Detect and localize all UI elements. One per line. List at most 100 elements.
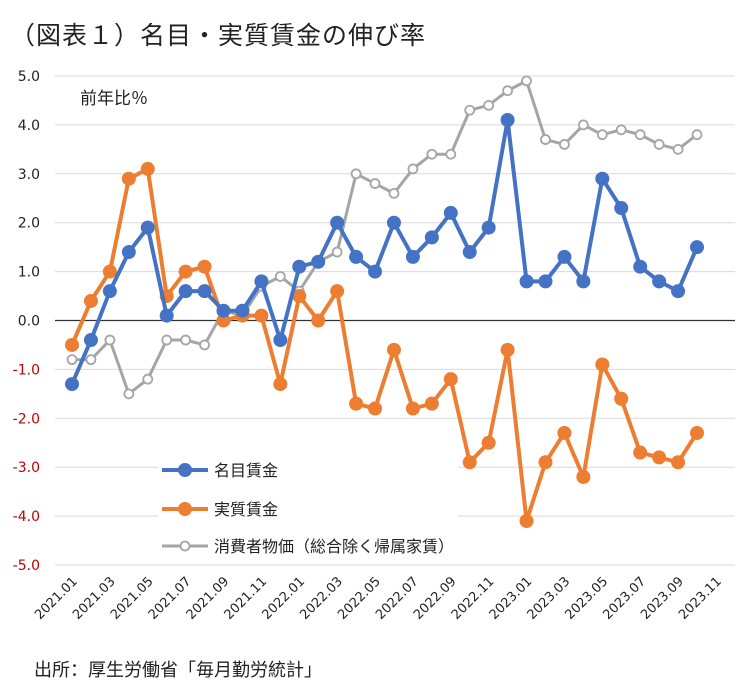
data-point — [216, 313, 231, 328]
data-point — [85, 354, 97, 366]
data-point — [330, 215, 345, 230]
data-point — [596, 129, 608, 141]
legend-label: 消費者物価（総合除く帰属家賃） — [214, 537, 454, 556]
chart-title: （図表１）名目・実質賃金の伸び率 — [10, 21, 427, 50]
data-point — [502, 85, 514, 97]
data-point — [405, 401, 420, 416]
data-point — [311, 254, 326, 269]
series-line — [72, 79, 698, 396]
y-tick-label: 0.0 — [18, 314, 40, 330]
data-point — [349, 249, 364, 264]
data-point — [445, 148, 457, 160]
data-point — [121, 245, 136, 260]
legend-item: 名目賃金 — [158, 458, 458, 482]
data-point — [519, 274, 534, 289]
data-point — [405, 249, 420, 264]
data-point — [577, 119, 589, 131]
data-point — [140, 161, 155, 176]
data-point — [540, 134, 551, 145]
series-0 — [65, 113, 704, 392]
data-point — [161, 334, 173, 346]
data-point — [424, 230, 439, 245]
data-point — [653, 139, 665, 150]
data-point — [671, 455, 686, 470]
data-point — [443, 372, 458, 387]
data-point — [331, 246, 343, 258]
data-point — [102, 284, 117, 299]
data-point — [538, 455, 553, 470]
y-tick-label: 5.0 — [18, 69, 40, 85]
data-point — [197, 259, 212, 274]
data-point — [254, 308, 269, 323]
data-point — [424, 396, 439, 411]
series-2 — [66, 75, 703, 400]
y-tick-label: -3.0 — [13, 460, 40, 476]
y-tick-label: 3.0 — [18, 167, 40, 183]
y-tick-label: -5.0 — [13, 558, 40, 574]
data-point — [65, 377, 79, 392]
data-point — [311, 313, 326, 328]
data-point — [386, 215, 401, 230]
data-point — [178, 284, 193, 299]
data-point — [140, 220, 155, 235]
data-point — [369, 178, 381, 189]
data-point — [500, 113, 515, 128]
data-point — [388, 187, 400, 199]
data-point — [559, 139, 570, 150]
data-point — [462, 455, 477, 470]
data-point — [614, 201, 629, 216]
data-point — [386, 342, 401, 357]
data-point — [65, 337, 79, 352]
data-point — [576, 274, 591, 289]
data-point — [500, 342, 515, 357]
data-point — [538, 274, 553, 289]
data-point — [633, 445, 648, 460]
data-point — [690, 240, 704, 255]
data-point — [216, 303, 231, 318]
data-point — [121, 171, 136, 186]
data-point — [274, 271, 286, 282]
data-point — [691, 129, 703, 141]
data-point — [464, 104, 476, 116]
data-point — [614, 391, 629, 406]
data-point — [235, 303, 250, 318]
x-axis: 2021.012021.032021.052021.072021.092021.… — [32, 574, 725, 623]
data-point — [615, 124, 627, 136]
data-point — [595, 171, 610, 186]
data-point — [443, 205, 458, 220]
data-point — [66, 354, 78, 366]
data-point — [462, 245, 477, 260]
data-point — [180, 334, 192, 346]
gridlines — [55, 75, 735, 566]
data-point — [273, 377, 288, 392]
legend-marker — [179, 540, 191, 552]
data-point — [254, 274, 269, 289]
data-point — [104, 334, 116, 346]
data-point — [557, 249, 572, 264]
legend-label: 名目賃金 — [214, 461, 278, 480]
y-tick-label: 1.0 — [18, 265, 40, 281]
y-unit-annotation: 前年比％ — [80, 89, 148, 109]
data-point — [159, 308, 174, 323]
data-point — [690, 425, 704, 440]
data-point — [350, 168, 362, 180]
data-point — [83, 293, 98, 308]
legend-label: 実質賃金 — [214, 500, 278, 519]
series-1 — [65, 161, 704, 528]
y-tick-label: -2.0 — [13, 411, 40, 427]
series-group — [65, 75, 704, 528]
data-point — [83, 333, 98, 348]
data-point — [292, 289, 307, 304]
data-point — [407, 163, 419, 175]
data-point — [178, 264, 193, 279]
data-point — [634, 129, 646, 141]
data-point — [595, 357, 610, 372]
data-point — [292, 259, 307, 274]
data-point — [481, 435, 496, 450]
data-point — [197, 284, 212, 299]
data-point — [652, 274, 667, 289]
data-point — [199, 339, 210, 351]
data-point — [633, 259, 648, 274]
data-point — [102, 264, 117, 279]
